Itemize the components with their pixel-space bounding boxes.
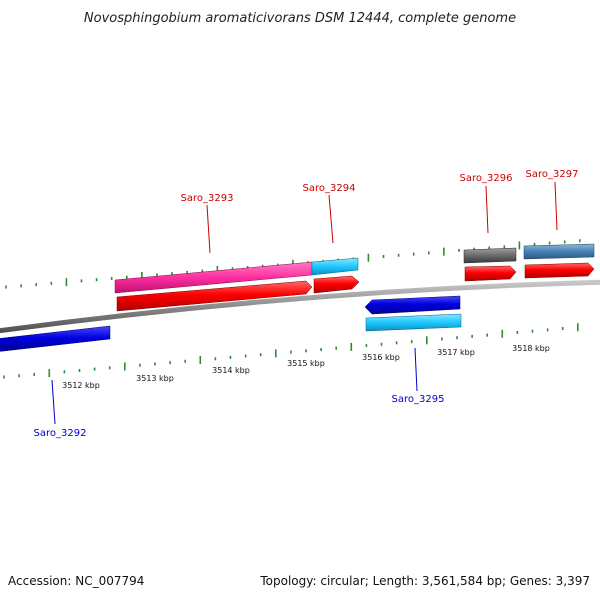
gene-label-leaders	[51, 181, 558, 425]
gene-label-saro-3294[interactable]: Saro_3294	[303, 183, 356, 194]
leader-line-saro-3293	[206, 204, 211, 254]
genome-title: Novosphingobium aromaticivorans DSM 1244…	[84, 11, 516, 26]
leader-line-saro-3295	[414, 347, 418, 392]
tick-label-3513: 3513 kbp	[136, 374, 174, 383]
tick-label-3516: 3516 kbp	[362, 353, 400, 362]
leader-line-saro-3292	[51, 379, 56, 425]
cds-feature-saro-3296[interactable]	[464, 265, 517, 282]
tick-label-3514: 3514 kbp	[212, 366, 250, 375]
cds-feature-saro-3294[interactable]	[313, 275, 360, 294]
cds-feature-saro-3293[interactable]	[116, 280, 313, 312]
leader-line-saro-3297	[554, 181, 558, 231]
tick-label-3517: 3517 kbp	[437, 348, 475, 357]
accession-text: Accession: NC_007794	[8, 574, 144, 588]
leader-line-saro-3296	[485, 185, 489, 234]
gene-label-saro-3295[interactable]: Saro_3295	[392, 394, 445, 405]
gene-feature-saro-3296[interactable]	[463, 247, 517, 264]
leader-line-saro-3294	[328, 194, 334, 244]
cds-feature-saro-3295[interactable]	[364, 295, 461, 315]
forward-strand-track	[114, 243, 595, 312]
gene-labels: Saro_3292 Saro_3293 Saro_3294 Saro_3295 …	[34, 169, 579, 439]
gene-feature-saro-3292[interactable]	[0, 325, 111, 352]
gene-feature-saro-3297[interactable]	[523, 243, 595, 260]
gene-label-saro-3297[interactable]: Saro_3297	[526, 169, 579, 180]
gene-feature-saro-3294[interactable]	[311, 257, 359, 276]
gene-label-saro-3292[interactable]: Saro_3292	[34, 428, 87, 439]
kbp-tick-labels: 3512 kbp 3513 kbp 3514 kbp 3515 kbp 3516…	[62, 344, 550, 390]
reverse-strand-track	[0, 295, 462, 352]
gene-label-saro-3293[interactable]: Saro_3293	[181, 193, 234, 204]
tick-label-3515: 3515 kbp	[287, 359, 325, 368]
genome-backbone	[0, 279, 600, 334]
tick-label-3512: 3512 kbp	[62, 381, 100, 390]
tick-label-3518: 3518 kbp	[512, 344, 550, 353]
cds-feature-saro-3297[interactable]	[524, 262, 595, 279]
gene-label-saro-3296[interactable]: Saro_3296	[460, 173, 513, 184]
inner-tick-track	[3, 323, 579, 379]
genome-summary-text: Topology: circular; Length: 3,561,584 bp…	[259, 574, 590, 588]
gene-feature-saro-3295[interactable]	[365, 313, 462, 332]
